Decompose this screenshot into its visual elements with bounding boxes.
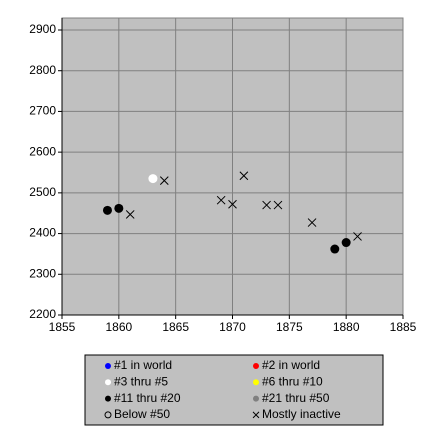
y-tick-label: 2300 [29, 266, 56, 280]
legend-label: #11 thru #20 [114, 391, 181, 405]
x-tick-label: 1860 [105, 320, 132, 334]
point [102, 205, 112, 215]
y-tick-label: 2800 [29, 63, 56, 77]
y-tick-label: 2400 [29, 226, 56, 240]
x-marker [125, 210, 135, 219]
x-tick-label: 1855 [49, 320, 76, 334]
y-tick-label: 2500 [29, 185, 56, 199]
point [114, 203, 124, 213]
legend-marker [253, 379, 259, 386]
point [341, 238, 351, 248]
x-tick-label: 1870 [219, 320, 246, 334]
x-tick-label: 1885 [390, 320, 417, 334]
y-tick-label: 2600 [29, 144, 56, 158]
legend-label: Mostly inactive [262, 407, 341, 421]
x-marker [307, 218, 317, 227]
y-tick-label: 2700 [29, 104, 56, 118]
x-tick-label: 1875 [276, 320, 303, 334]
x-tick-label: 1865 [162, 320, 189, 334]
legend-label: #6 thru #10 [262, 374, 323, 388]
legend-label: Below #50 [114, 407, 170, 421]
x-tick-label: 1880 [333, 320, 360, 334]
legend-label: #3 thru #5 [114, 374, 168, 388]
legend-marker [252, 411, 260, 419]
x-marker [273, 200, 283, 210]
legend-marker [253, 395, 259, 402]
legend-marker [105, 395, 111, 402]
x-marker [228, 199, 237, 209]
x-marker [239, 171, 249, 181]
legend-marker [104, 411, 112, 419]
legend-label: #2 in world [262, 358, 320, 372]
y-tick-label: 2200 [29, 307, 56, 321]
x-marker [216, 195, 226, 205]
point [330, 244, 340, 254]
x-marker [353, 232, 362, 241]
legend-label: #1 in world [114, 358, 172, 372]
legend-box [84, 354, 384, 426]
legend-marker [105, 379, 111, 386]
x-marker [262, 200, 271, 210]
legend-marker [253, 363, 259, 369]
legend-label: #21 thru #50 [262, 391, 330, 405]
y-tick-label: 2900 [29, 22, 56, 36]
point [148, 174, 158, 184]
x-marker [159, 176, 169, 185]
legend-marker [105, 363, 111, 369]
